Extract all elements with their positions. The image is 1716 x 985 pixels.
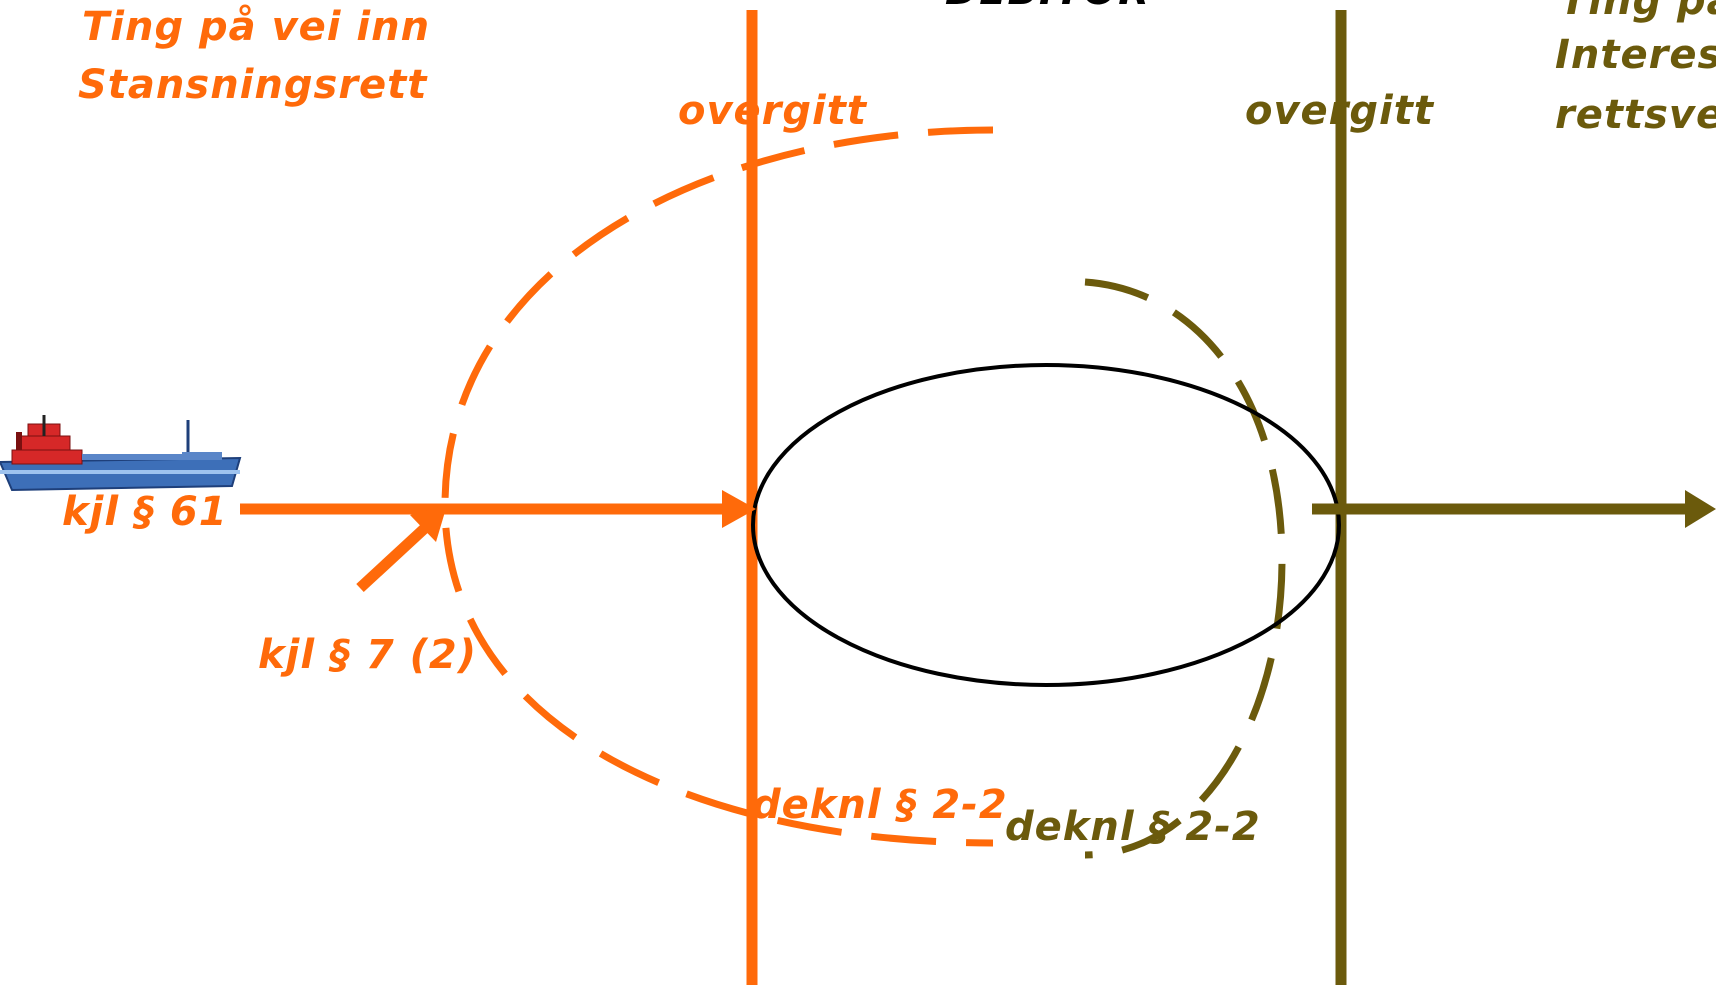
kjl-61-label: kjl § 61	[62, 489, 228, 535]
top-right-label-line2: Interes	[1555, 32, 1716, 78]
top-right-label-line3: rettsve	[1555, 92, 1716, 138]
orange-dashed-ellipse	[441, 126, 994, 847]
cargo-ship-icon	[0, 415, 242, 492]
orange-arrowhead	[722, 490, 756, 528]
overgitt-orange-label: overgitt	[678, 88, 868, 134]
orange-diagonal-arrowhead	[410, 505, 447, 542]
olive-dashed-ellipse	[1084, 278, 1286, 859]
deknl-olive-label: deknl § 2-2	[1005, 804, 1261, 850]
top-left-label-line2: Stansningsrett	[78, 62, 428, 108]
debitor-ellipse	[751, 363, 1341, 687]
kjl-7-2-label: kjl § 7 (2)	[258, 632, 477, 678]
debitor-title: DEBITOR	[945, 0, 1150, 14]
top-right-label-line1: Ting på	[1560, 0, 1716, 24]
overgitt-olive-label: overgitt	[1245, 88, 1435, 134]
orange-diagonal-arrow	[356, 523, 429, 593]
olive-arrowhead	[1685, 490, 1716, 528]
top-left-label-line1: Ting på vei inn	[82, 4, 430, 50]
deknl-orange-label: deknl § 2-2	[752, 782, 1008, 828]
